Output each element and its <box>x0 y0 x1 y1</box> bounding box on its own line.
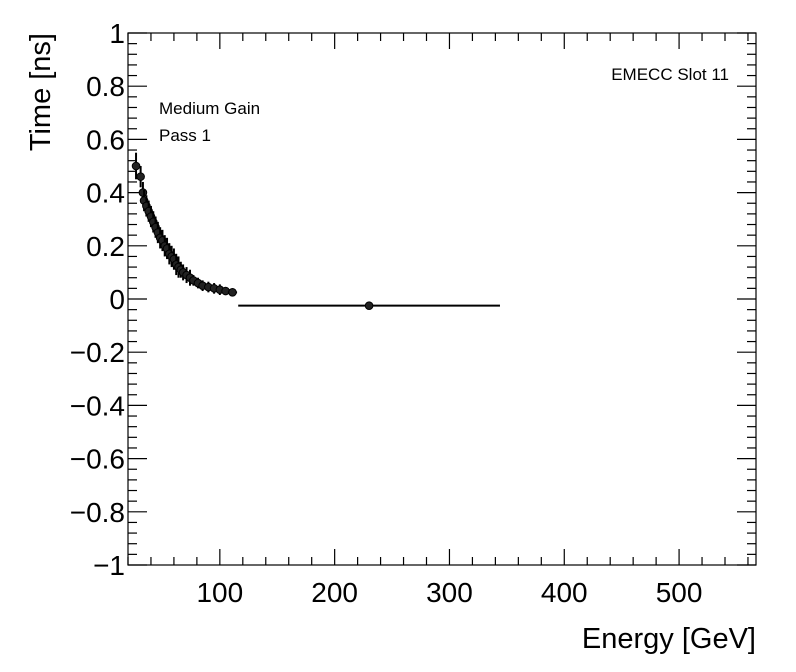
marker <box>228 288 237 297</box>
x-tick-label: 400 <box>541 577 588 608</box>
marker <box>131 161 141 171</box>
data-point <box>227 288 238 297</box>
y-tick-label: 0.4 <box>86 178 125 209</box>
data-point <box>221 286 230 296</box>
y-tick-label: −0.8 <box>70 497 125 528</box>
y-axis-title: Time [ns] <box>25 33 57 151</box>
marker <box>136 172 145 181</box>
y-tick-label: −0.4 <box>70 390 125 421</box>
annotation-slot: EMECC Slot 11 <box>611 65 729 84</box>
data-point <box>136 166 145 188</box>
data-point <box>238 301 500 310</box>
marker <box>221 286 230 296</box>
y-tick-label: −0.6 <box>70 444 125 475</box>
data-points <box>131 152 500 310</box>
x-axis-title: Energy [GeV] <box>582 623 756 655</box>
y-minor-ticks <box>128 43 756 555</box>
y-tick-label: 0.6 <box>86 124 125 155</box>
data-point <box>215 284 225 296</box>
y-tick-label: −1 <box>93 550 125 581</box>
y-tick-label: 0.2 <box>86 231 125 262</box>
x-tick-label: 300 <box>426 577 473 608</box>
y-tick-label: 0.8 <box>86 71 125 102</box>
marker <box>364 301 374 310</box>
x-tick-label: 100 <box>196 577 243 608</box>
x-minor-ticks <box>127 33 749 565</box>
annotation-gain: Medium Gain <box>159 99 260 118</box>
data-point <box>131 152 141 180</box>
y-tick-label: 1 <box>109 18 125 49</box>
y-tick-label: −0.2 <box>70 337 125 368</box>
y-axis-ticks: −1 −0.8 −0.6 −0.4 −0.2 0 0.2 0.4 0.6 0.8 1 <box>70 18 756 581</box>
x-tick-label: 200 <box>311 577 358 608</box>
y-tick-label: 0 <box>109 284 125 315</box>
x-axis-ticks: 100 200 300 400 500 <box>196 33 702 608</box>
annotation-pass: Pass 1 <box>159 126 211 145</box>
x-tick-label: 500 <box>656 577 703 608</box>
